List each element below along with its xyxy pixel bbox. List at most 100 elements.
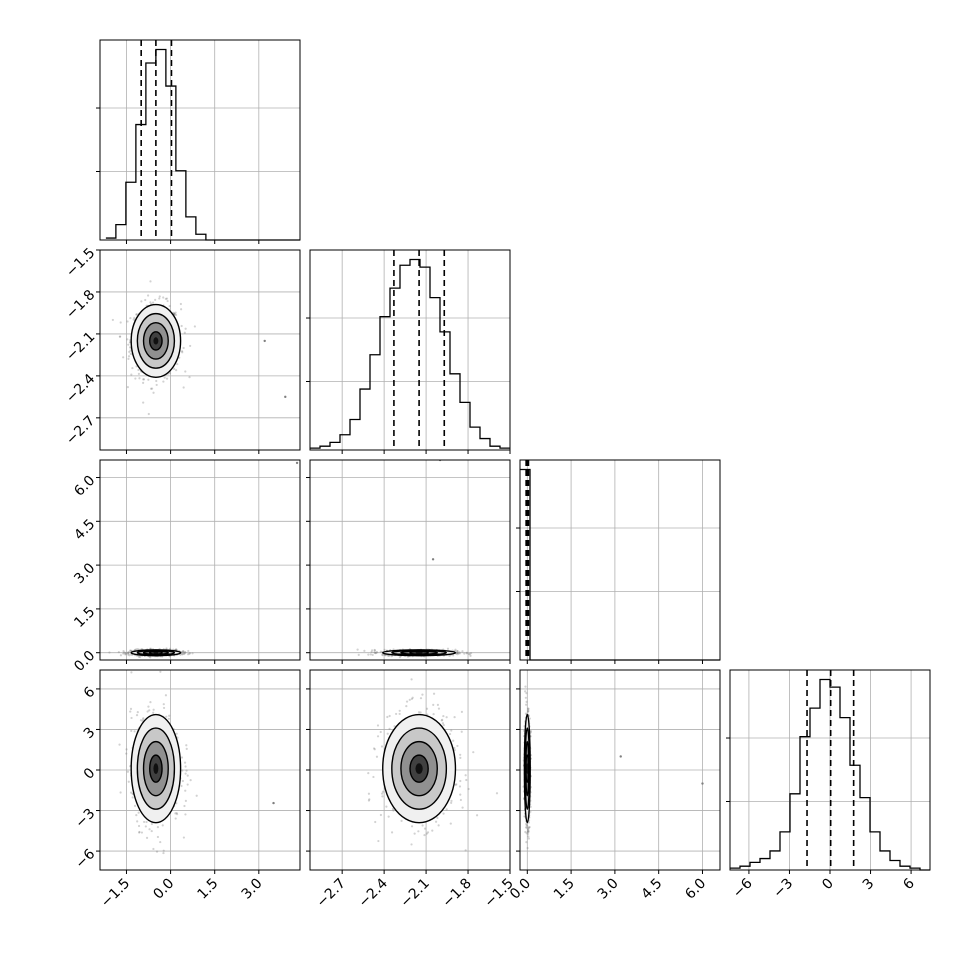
scatter-point [130, 729, 133, 733]
scatter-point [383, 648, 386, 651]
density-fill [153, 337, 159, 345]
scatter-point [527, 826, 530, 829]
scatter-point [381, 795, 384, 798]
scatter-point [182, 652, 186, 656]
density-fill [153, 651, 159, 654]
scatter-point [127, 343, 130, 346]
scatter-point [387, 815, 390, 818]
scatter-point [125, 651, 128, 655]
scatter-point [472, 751, 475, 754]
scatter-point [131, 366, 134, 370]
scatter-panel-3-0: −6 −3 0 3 6 −1.5 0.0 1.5 3.0 [72, 669, 301, 911]
panel-frame [99, 459, 301, 661]
scatter-point [467, 652, 470, 655]
scatter-point [137, 372, 141, 375]
scatter-point [525, 832, 528, 835]
scatter-point [136, 820, 139, 823]
scatter-points [118, 670, 275, 855]
scatter-point [173, 312, 176, 315]
scatter-point [376, 724, 380, 727]
scatter-point [432, 713, 435, 716]
scatter-panel-1-0: −2.7 −2.4 −2.1 −1.8 −1.5 [63, 245, 301, 454]
scatter-point [408, 698, 411, 701]
scatter-point [162, 380, 165, 383]
scatter-point [411, 696, 414, 699]
scatter-point [174, 313, 178, 317]
y-tick-label: 3.0 [71, 560, 98, 587]
scatter-point [139, 655, 142, 659]
scatter-point [400, 819, 403, 822]
scatter-point [162, 296, 165, 299]
scatter-point [371, 653, 374, 657]
scatter-point [527, 707, 530, 710]
scatter-point [526, 710, 530, 713]
scatter-point [524, 703, 528, 706]
scatter-point [123, 651, 126, 654]
contour-line [149, 650, 163, 655]
panel-frame [309, 669, 511, 871]
scatter-point [119, 335, 122, 338]
scatter-point [375, 755, 379, 758]
scatter-point [184, 651, 187, 654]
scatter-point [458, 785, 462, 788]
scatter-point [181, 351, 184, 354]
scatter-point [441, 722, 445, 725]
panel-frame [309, 459, 511, 661]
scatter-point [156, 826, 160, 829]
scatter-point [526, 846, 529, 850]
y-tick-label: −2.7 [63, 413, 98, 448]
scatter-point [363, 649, 366, 652]
scatter-point [162, 849, 165, 852]
scatter-point [130, 716, 133, 720]
panel-frame [99, 669, 301, 871]
scatter-point [390, 655, 393, 658]
scatter-point [421, 693, 424, 696]
contour-line [136, 312, 176, 369]
scatter-point [162, 706, 166, 710]
scatter-point [527, 830, 530, 833]
scatter-point [180, 784, 183, 788]
scatter-point [442, 812, 445, 815]
scatter-point [184, 765, 187, 768]
scatter-point [125, 752, 128, 755]
scatter-point [436, 703, 440, 706]
scatter-point [184, 813, 187, 816]
y-tick-label: 3 [81, 725, 99, 743]
scatter-point [175, 369, 178, 372]
scatter-point [184, 327, 187, 330]
outlier-point [263, 339, 266, 343]
scatter-point [167, 717, 171, 720]
scatter-point [525, 692, 528, 695]
outlier-point [701, 782, 704, 785]
scatter-point [156, 835, 160, 839]
scatter-point [148, 709, 151, 712]
scatter-point [455, 651, 459, 654]
scatter-point [179, 302, 182, 306]
scatter-point [413, 832, 416, 835]
scatter-point [129, 707, 133, 711]
scatter-point [182, 386, 185, 389]
scatter-points [356, 460, 473, 659]
scatter-point [410, 825, 414, 828]
scatter-point [173, 312, 176, 316]
scatter-point [111, 318, 114, 322]
panel-frame [309, 249, 511, 451]
scatter-point [129, 352, 132, 355]
scatter-point [118, 335, 122, 338]
scatter-point [119, 321, 122, 324]
scatter-point [122, 650, 125, 653]
scatter-point [398, 709, 401, 712]
scatter-point [373, 651, 376, 654]
scatter-point [442, 714, 445, 718]
scatter-point [136, 711, 139, 714]
scatter-point [386, 715, 389, 719]
scatter-point [385, 805, 388, 808]
panel-frame [519, 459, 721, 661]
scatter-point [128, 346, 132, 349]
scatter-point [179, 653, 182, 656]
scatter-point [356, 648, 359, 651]
scatter-point [129, 349, 132, 352]
y-tick-label: −1.5 [63, 245, 98, 280]
x-tick-label: 4.5 [638, 876, 665, 903]
scatter-point [184, 799, 187, 802]
